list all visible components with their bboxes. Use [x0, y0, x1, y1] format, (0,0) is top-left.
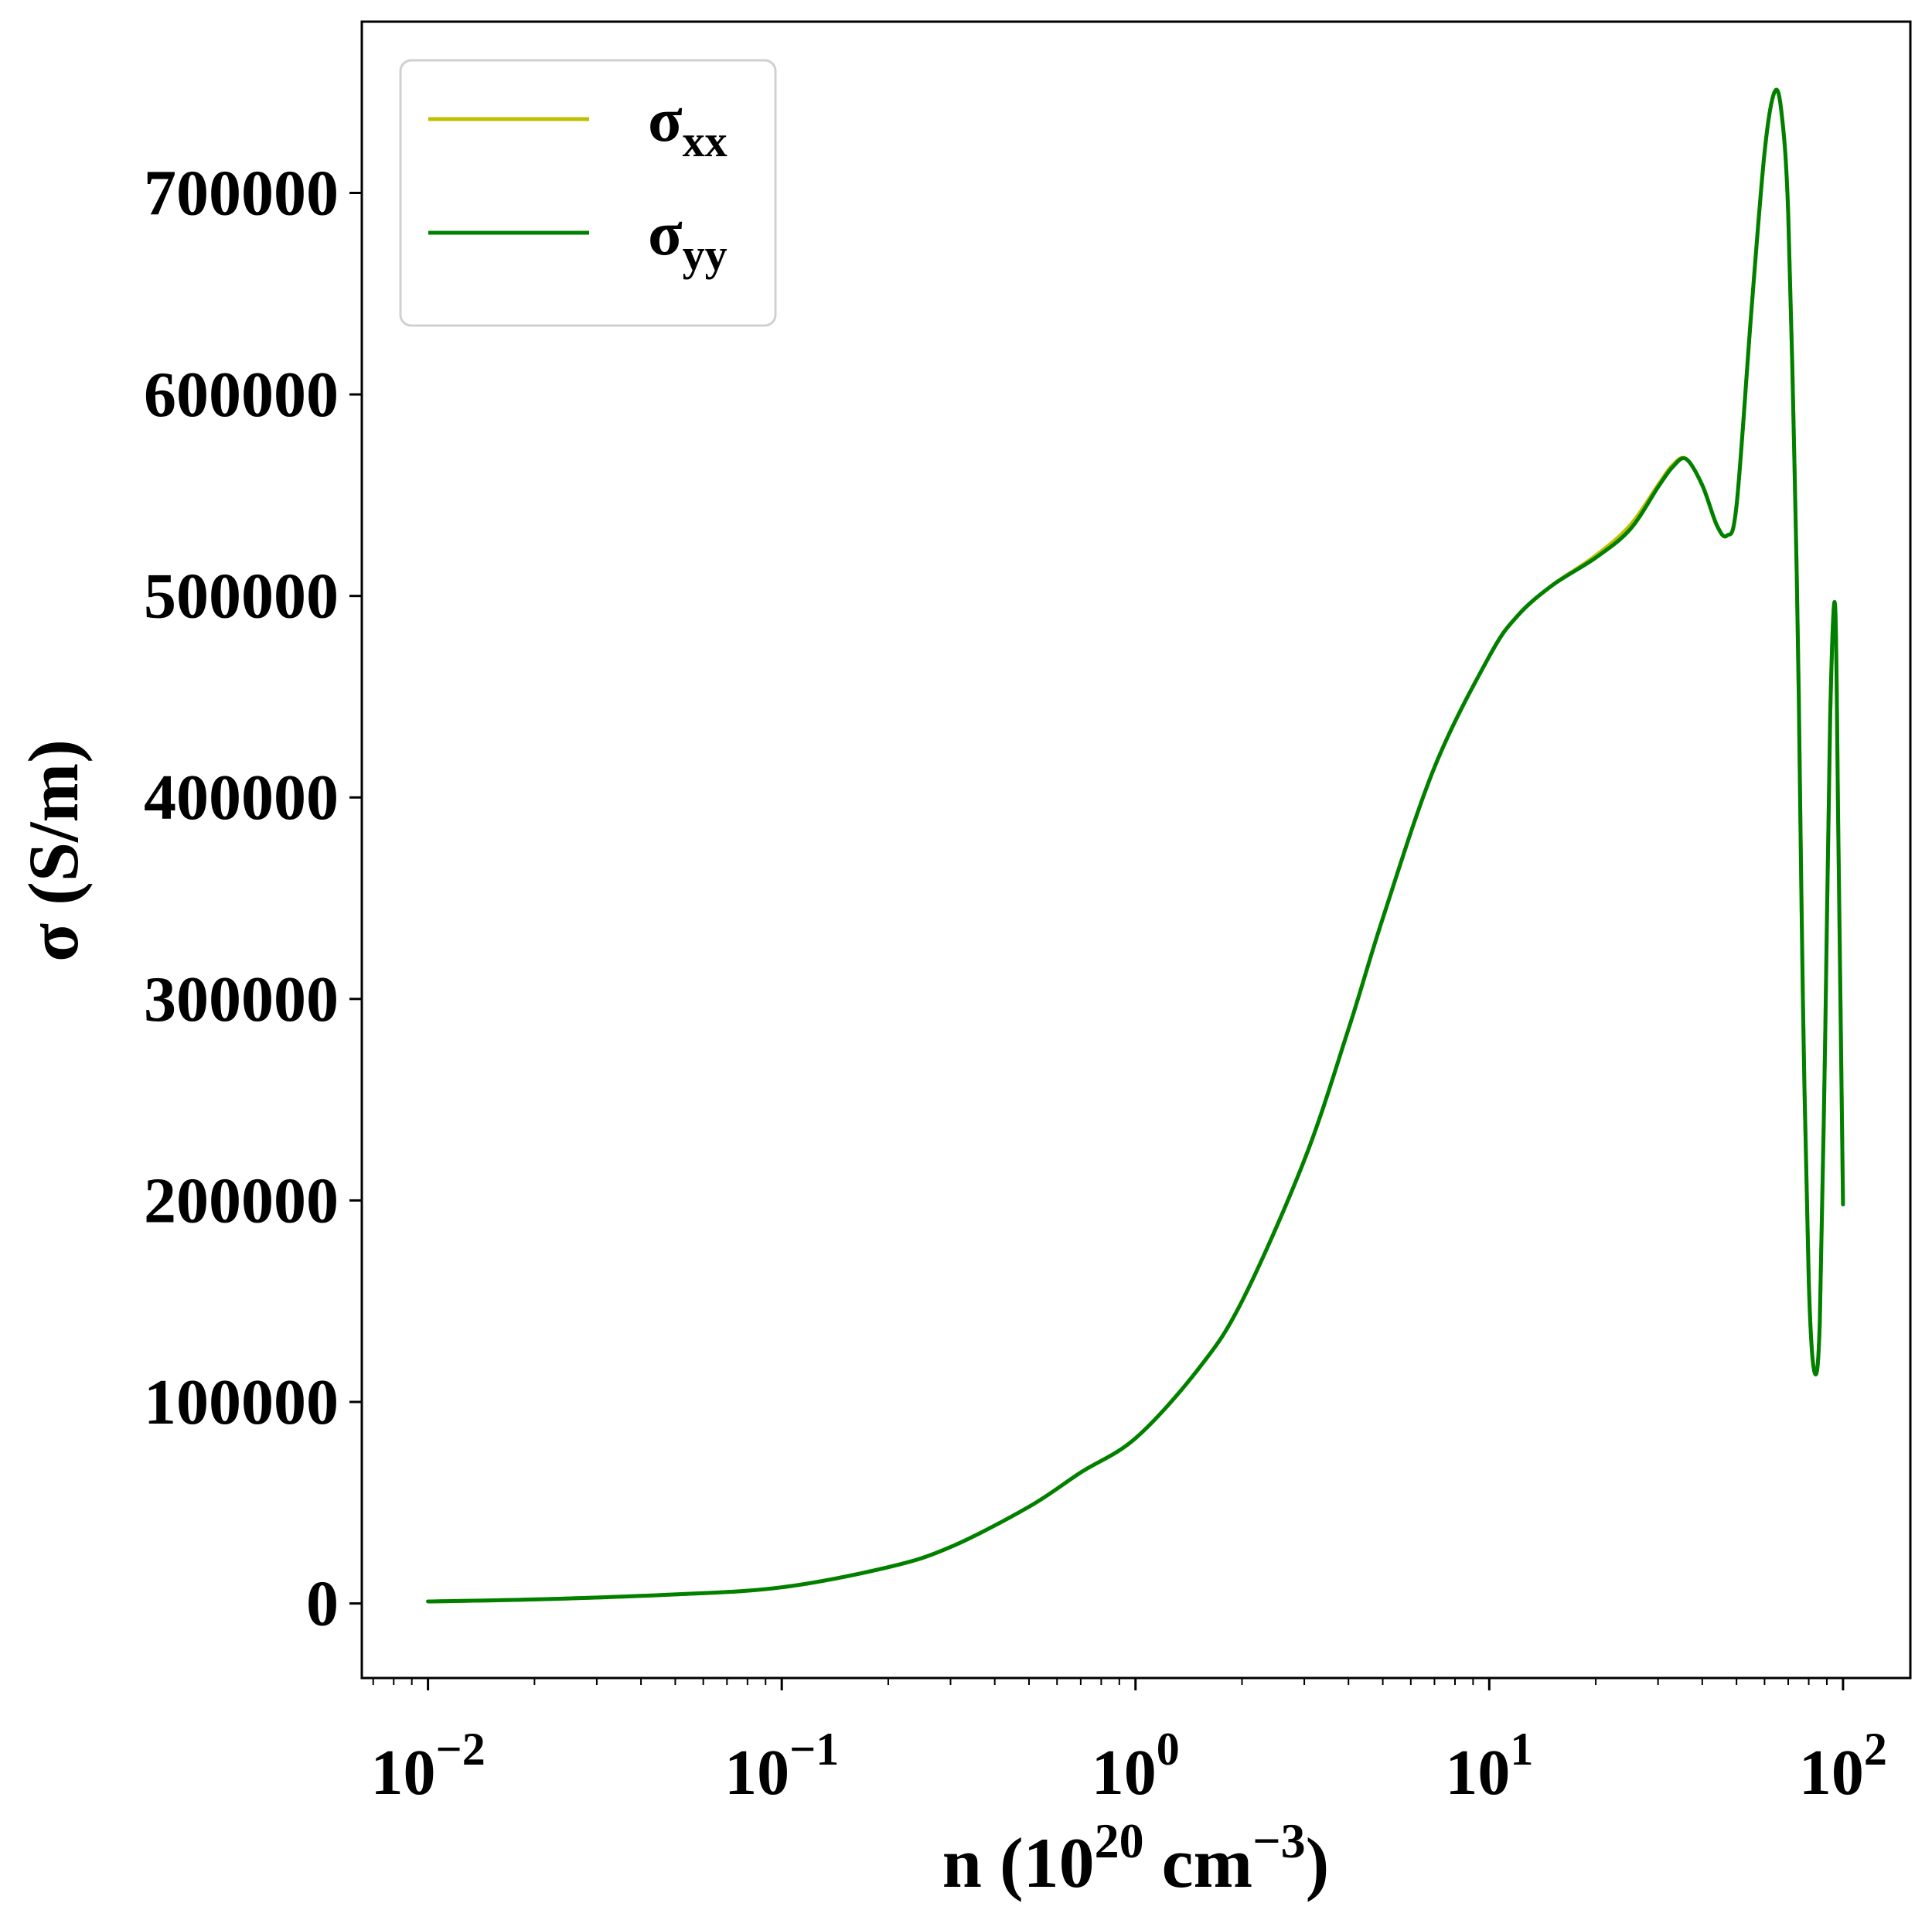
x-axis-label-close: ) [1306, 1823, 1330, 1902]
legend-label-sigma-yy-main: σ [648, 198, 683, 268]
y-tick-label: 600000 [144, 359, 339, 431]
legend-label-sigma-yy-subscript: yy [683, 230, 727, 280]
legend-label-sigma-xx-subscript: xx [683, 116, 727, 166]
legend-label-sigma-xx: σxx [648, 84, 727, 166]
x-axis-label-unit: cm [1144, 1823, 1252, 1902]
x-tick-label: 100 [1092, 1724, 1180, 1809]
x-axis: 10−2 10−1 100 101 102 [371, 1678, 1887, 1809]
series-line-sigma-yy [426, 87, 1845, 1604]
legend: σxx σyy [399, 59, 777, 327]
y-tick-label: 300000 [144, 964, 339, 1035]
x-axis-label-exponent: 20 [1095, 1813, 1144, 1868]
x-axis-label-unit-exponent: −3 [1252, 1813, 1305, 1868]
x-tick-label: 10−2 [371, 1724, 486, 1809]
x-axis-label-main: n (10 [942, 1823, 1095, 1902]
legend-label-sigma-xx-main: σ [648, 84, 683, 155]
legend-box [399, 59, 777, 327]
y-tick-label: 100000 [144, 1366, 339, 1438]
x-tick-label: 102 [1799, 1724, 1887, 1809]
x-axis-label: n (1020 cm−3) [942, 1813, 1329, 1902]
series-layer [426, 87, 1845, 1604]
y-tick-label: 700000 [144, 157, 339, 229]
y-axis-label: σ (S/m) [14, 739, 93, 962]
y-tick-label: 200000 [144, 1165, 339, 1236]
y-tick-label: 400000 [144, 762, 339, 834]
y-axis: 0 100000 200000 300000 400000 500000 600000 700… [144, 157, 362, 1640]
y-tick-label: 0 [306, 1568, 339, 1640]
x-tick-label: 101 [1445, 1724, 1533, 1809]
x-tick-label: 10−1 [724, 1724, 839, 1809]
legend-label-sigma-yy: σyy [648, 198, 727, 280]
y-tick-label: 500000 [144, 561, 339, 633]
